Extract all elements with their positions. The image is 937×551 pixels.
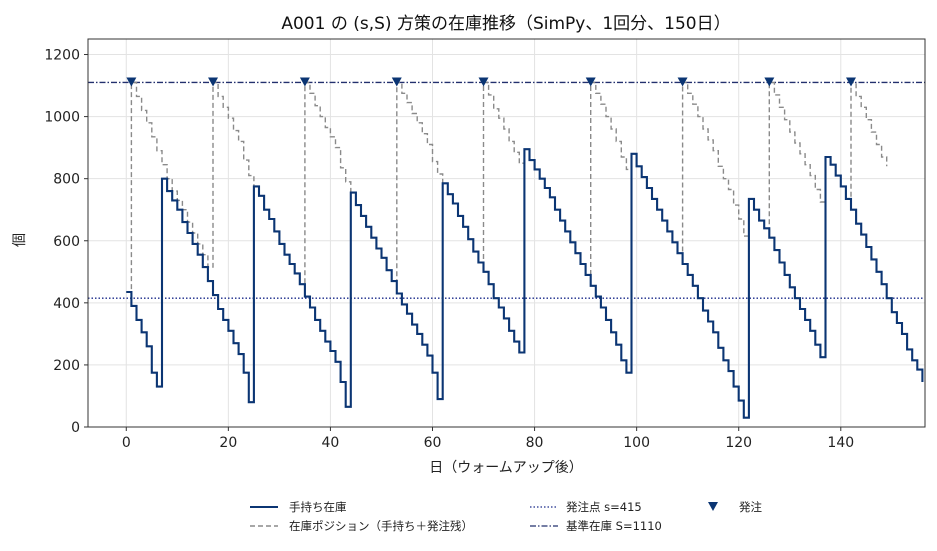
y-tick-label: 1200 [44,48,80,64]
order-marker [478,77,489,87]
order-marker [299,77,310,87]
x-tick-label: 20 [219,435,237,451]
legend-label-orders: 発注 [739,500,762,514]
order-marker [208,77,219,87]
x-axis-label: 日（ウォームアップ後） [429,460,583,476]
order-marker [677,77,688,87]
x-tick-label: 100 [623,435,650,451]
grid [88,39,925,428]
series-line-on-hand [126,148,924,419]
y-tick-label: 0 [71,420,80,436]
legend-label-base: 基準在庫 S=1110 [566,519,662,533]
order-marker [764,77,775,87]
series-line-position [126,81,888,293]
x-tick-label: 40 [322,435,340,451]
x-tick-label: 0 [122,435,131,451]
order-marker [126,77,137,87]
x-tick-label: 80 [526,435,544,451]
legend-label-on-hand: 手持ち在庫 [289,500,347,514]
y-tick-label: 1000 [44,110,80,126]
order-marker [845,77,856,87]
plot-area [88,77,925,419]
order-marker [585,77,596,87]
axis-ticks: 0 20 40 60 80 100 120 140 0 200 400 600 800 1000 1200 [44,48,854,451]
y-tick-label: 400 [53,296,80,312]
x-tick-label: 120 [725,435,752,451]
chart-title: A001 の (s,S) 方策の在庫推移（SimPy、1回分、150日） [281,14,730,34]
legend: 手持ち在庫 在庫ポジション（手持ち＋発注残） 発注点 s=415 基準在庫 S=… [250,500,762,533]
legend-swatch-orders [708,502,718,511]
order-marker [391,77,402,87]
y-tick-label: 800 [53,172,80,188]
y-axis-label: 個 [12,233,28,247]
y-tick-label: 600 [53,234,80,250]
legend-label-reorder: 発注点 s=415 [566,500,642,514]
plot-frame [87,38,926,428]
y-tick-label: 200 [53,358,80,374]
x-tick-label: 60 [424,435,442,451]
x-tick-label: 140 [827,435,854,451]
legend-label-position: 在庫ポジション（手持ち＋発注残） [289,519,473,533]
